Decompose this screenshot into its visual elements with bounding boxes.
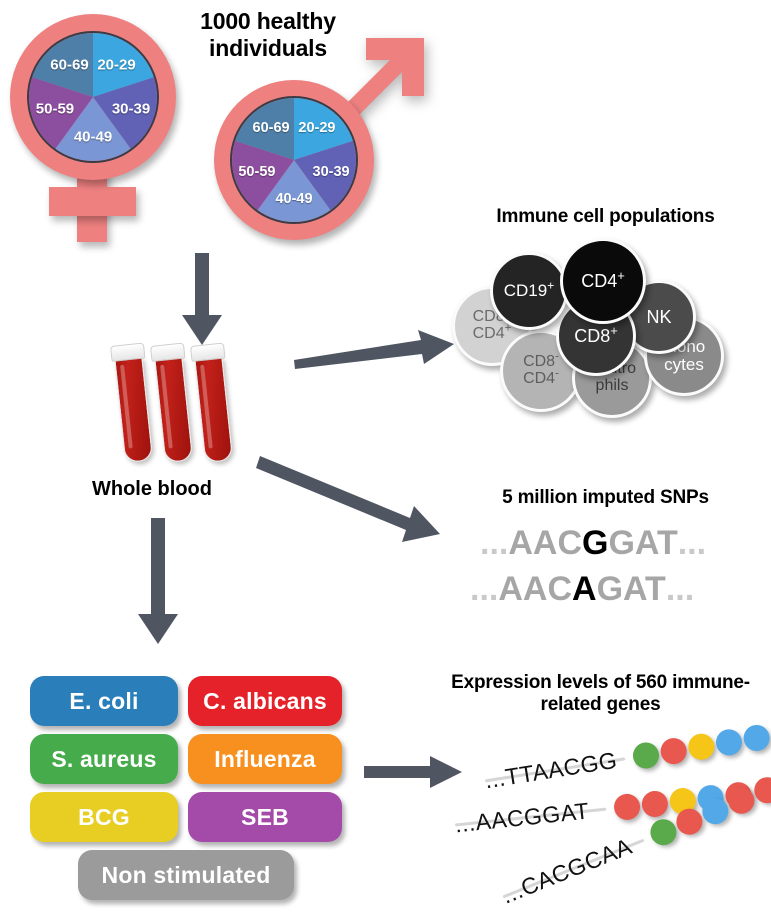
- snp-sequence-row: ...AACGGAT...: [480, 524, 706, 563]
- stimulus-label: C. albicans: [203, 687, 327, 714]
- pie-wedge-50-59: [29, 77, 93, 149]
- strand-sequence-label: ...AACGGAT: [453, 797, 591, 838]
- stimulus-box-c-albicans[interactable]: C. albicans: [188, 676, 342, 726]
- gene-expression-strands: ...TTAACGG ...AACGGAT ...CACGCAA: [453, 723, 771, 915]
- section-title-snps: 5 million imputed SNPs: [502, 487, 709, 508]
- stimulus-label: SEB: [241, 803, 289, 830]
- female-gender-symbol: 20-29 30-39 40-49 50-59 60-69: [8, 12, 178, 257]
- snp-right-flank: GAT: [608, 524, 678, 562]
- immune-cell-label: CD19+: [503, 278, 555, 301]
- arrow-blood-to-snps: [256, 456, 440, 546]
- age-group-label-30-39: 30-39: [111, 100, 151, 118]
- snp-variant-allele: G: [582, 524, 609, 562]
- stimulus-label: S. aureus: [51, 745, 157, 772]
- strand-sequence-label: ...CACGCAA: [497, 832, 636, 909]
- pie-wedge-60-69: [235, 98, 294, 160]
- stimulus-label: E. coli: [69, 687, 139, 714]
- age-group-label-50-59: 50-59: [35, 100, 75, 118]
- age-group-label-60-69: 60-69: [252, 120, 290, 137]
- immune-cell-bubble-cluster: CD8+CD4+CD8-CD4-NeutrophilsMonocytesNKCD…: [452, 238, 762, 423]
- snp-ellipsis-right: ...: [677, 524, 707, 562]
- stimulus-box-s-aureus[interactable]: S. aureus: [30, 734, 178, 784]
- snp-variant-allele: A: [572, 570, 597, 608]
- stimulus-label: BCG: [78, 803, 130, 830]
- snp-ellipsis-left: ...: [480, 524, 509, 562]
- age-group-label-20-29: 20-29: [298, 120, 336, 137]
- arrow-blood-to-stimuli: [138, 518, 178, 644]
- snp-sequence-block: ...AACGGAT... ...AACAGAT...: [470, 524, 760, 624]
- snp-ellipsis-left: ...: [470, 570, 499, 608]
- age-group-label-40-49: 40-49: [275, 191, 313, 207]
- expression-bead: [714, 727, 744, 758]
- whole-blood-label: Whole blood: [92, 478, 212, 500]
- stimulus-label: Non stimulated: [101, 861, 271, 888]
- expression-bead: [741, 723, 771, 753]
- pie-wedge-30-39: [294, 140, 356, 211]
- stimulus-box-seb[interactable]: SEB: [188, 792, 342, 842]
- stimuli-grid: E. coli C. albicans S. aureus Influenza BCG S…: [30, 676, 342, 900]
- whole-blood-tubes: [108, 340, 258, 470]
- immune-cell-bubble-cd4: CD4+: [560, 238, 646, 324]
- snp-left-flank: AAC: [498, 570, 573, 608]
- immune-cell-label: CD8- CD4-: [523, 350, 559, 387]
- expression-bead: [631, 740, 661, 771]
- arrow-cohort-to-blood: [182, 253, 222, 345]
- arrow-stimuli-to-expression: [364, 756, 462, 788]
- stimulus-box-influenza[interactable]: Influenza: [188, 734, 342, 784]
- page-title: 1000 healthy individuals: [200, 8, 336, 62]
- arrow-blood-to-immune-cells: [294, 330, 454, 370]
- immune-cell-label: NK: [646, 306, 672, 327]
- female-symbol-crossbar: [49, 187, 136, 216]
- pie-wedge-50-59: [232, 140, 294, 211]
- section-title-immune-cells: Immune cell populations: [496, 206, 715, 227]
- snp-ellipsis-right: ...: [665, 570, 695, 608]
- age-group-label-30-39: 30-39: [312, 164, 350, 181]
- pie-wedge-60-69: [32, 33, 93, 97]
- pie-wedge-40-49: [55, 97, 131, 161]
- pie-wedge-20-29: [93, 33, 154, 97]
- female-age-pie-chart: [27, 31, 159, 163]
- pie-wedge-30-39: [93, 77, 157, 149]
- snp-sequence-row: ...AACAGAT...: [470, 570, 694, 609]
- stimulus-box-non-stimulated[interactable]: Non stimulated: [78, 850, 294, 900]
- snp-left-flank: AAC: [508, 524, 583, 562]
- strand-sequence-label: ...TTAACGG: [482, 746, 619, 794]
- expression-bead: [612, 792, 642, 822]
- stimulus-box-bcg[interactable]: BCG: [30, 792, 178, 842]
- expression-bead: [658, 736, 689, 766]
- age-group-label-40-49: 40-49: [73, 128, 113, 146]
- age-group-label-20-29: 20-29: [97, 56, 136, 74]
- snp-right-flank: GAT: [596, 570, 666, 608]
- age-group-label-60-69: 60-69: [50, 56, 89, 74]
- expression-bead: [686, 731, 717, 762]
- section-title-expression: Expression levels of 560 immune-related …: [451, 672, 750, 716]
- immune-cell-label: CD4+: [581, 267, 625, 291]
- age-group-label-50-59: 50-59: [238, 164, 276, 181]
- pie-wedge-40-49: [257, 160, 331, 222]
- pie-wedge-20-29: [294, 98, 353, 160]
- stimulus-label: Influenza: [214, 745, 316, 772]
- immune-cell-label: CD8+: [574, 322, 618, 346]
- stimulus-box-e-coli[interactable]: E. coli: [30, 676, 178, 726]
- male-age-pie-chart: [230, 96, 358, 224]
- immune-cell-bubble-cd19: CD19+: [490, 252, 568, 330]
- male-gender-symbol: 20-29 30-39 40-49 50-59 60-69: [212, 38, 424, 248]
